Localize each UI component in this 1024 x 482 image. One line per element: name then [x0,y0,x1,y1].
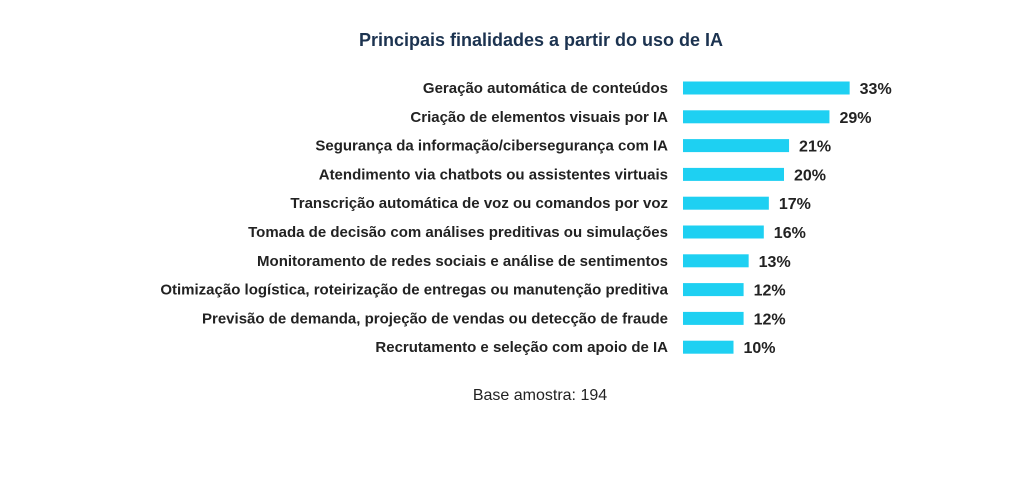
category-label: Atendimento via chatbots ou assistentes … [319,166,668,183]
category-label: Previsão de demanda, projeção de vendas … [202,310,668,327]
bar [683,110,830,124]
value-label: 13% [759,254,791,271]
chart-title: Principais finalidades a partir do uso d… [359,30,723,50]
category-label: Geração automática de conteúdos [423,80,668,97]
value-label: 17% [779,196,811,213]
value-label: 33% [860,81,892,98]
sample-base-note: Base amostra: 194 [473,387,607,404]
value-label: 20% [794,167,826,184]
value-label: 12% [754,311,786,328]
bar [683,340,734,354]
bar [683,225,764,239]
category-label: Recrutamento e seleção com apoio de IA [375,339,668,356]
category-label: Segurança da informação/cibersegurança c… [315,138,668,155]
bar [683,254,749,268]
category-label: Tomada de decisão com análises preditiva… [248,224,668,241]
category-label: Transcrição automática de voz ou comando… [290,195,668,212]
value-label: 10% [744,340,776,357]
bar [683,283,744,297]
value-label: 21% [799,139,831,156]
bar [683,81,850,95]
value-label: 12% [754,283,786,300]
bar [683,139,790,153]
value-label: 16% [774,225,806,242]
value-label: 29% [839,110,871,127]
bar [683,167,784,181]
category-label: Monitoramento de redes sociais e análise… [257,253,668,270]
bars-layer: Geração automática de conteúdos 33% Criaçã… [160,80,891,357]
category-label: Otimização logística, roteirização de en… [160,282,668,299]
category-label: Criação de elementos visuais por IA [410,109,668,126]
bar [683,196,769,210]
bar [683,311,744,325]
